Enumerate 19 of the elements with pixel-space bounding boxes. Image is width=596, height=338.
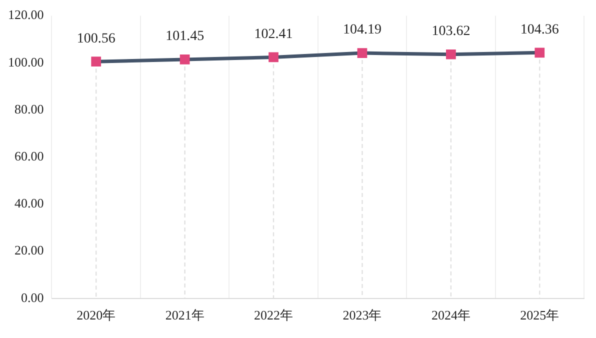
x-tick-label: 2022年 xyxy=(254,308,294,323)
y-tick-label: 80.00 xyxy=(14,101,44,116)
y-tick-label: 120.00 xyxy=(8,7,44,22)
data-label: 102.41 xyxy=(254,26,293,42)
y-tick-label: 0.00 xyxy=(21,290,44,305)
x-tick-label: 2020年 xyxy=(76,308,116,323)
data-label: 103.62 xyxy=(432,24,470,40)
x-tick-label: 2021年 xyxy=(165,308,204,323)
data-label: 101.45 xyxy=(166,29,204,44)
y-tick-label: 100.00 xyxy=(8,54,44,70)
y-tick-label: 40.00 xyxy=(14,196,44,211)
x-tick-label: 2024年 xyxy=(431,308,470,323)
x-tick-label: 2025年 xyxy=(520,308,560,323)
data-label: 100.56 xyxy=(76,31,116,46)
x-tick-label: 2023年 xyxy=(342,308,382,323)
y-tick-label: 20.00 xyxy=(14,242,44,258)
data-label: 104.19 xyxy=(342,22,382,38)
y-tick-label: 60.00 xyxy=(14,148,44,164)
data-label: 104.36 xyxy=(520,22,559,38)
